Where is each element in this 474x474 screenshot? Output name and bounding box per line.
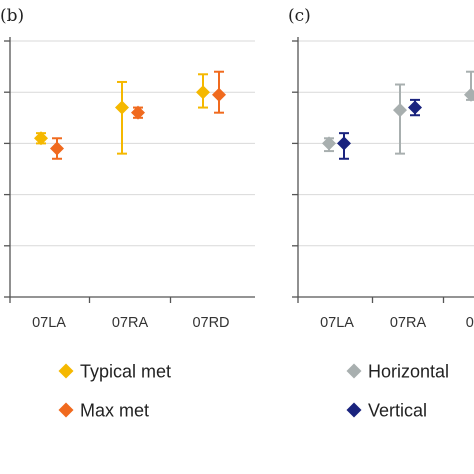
- panel-b-gridlines: [10, 40, 255, 247]
- legend-label: Vertical: [368, 401, 427, 421]
- panel-b-legend: Typical met Max met: [58, 362, 171, 421]
- panel-b-label: (b): [0, 6, 24, 26]
- chart-panel-c: (c) 07LA 07RA 07R Horizontal Vertical: [288, 6, 474, 421]
- legend-marker: [346, 363, 362, 379]
- panel-b-x-tick-labels: 07LA 07RA 07RD: [32, 315, 229, 331]
- legend-marker: [346, 402, 362, 418]
- panel-c-label: (c): [288, 6, 311, 26]
- data-point: [212, 87, 226, 102]
- data-point: [322, 136, 336, 151]
- x-tick-label: 07RA: [390, 315, 427, 331]
- panel-b-marks: [34, 70, 226, 160]
- panel-c-axes: [292, 37, 474, 303]
- error-bar: [117, 80, 127, 155]
- legend-marker: [58, 402, 74, 418]
- x-tick-label: 07R: [466, 315, 474, 331]
- legend-label: Typical met: [80, 362, 171, 382]
- panel-c-legend: Horizontal Vertical: [346, 362, 449, 421]
- x-tick-label: 07RD: [192, 315, 229, 331]
- data-point: [115, 100, 129, 115]
- panel-b-axes: [4, 37, 255, 303]
- data-point: [464, 87, 474, 102]
- panel-c-x-tick-labels: 07LA 07RA 07R: [320, 315, 474, 331]
- chart-panel-b: (b) 07LA 07RA 07RD Typical met Max met: [0, 6, 255, 421]
- legend-label: Horizontal: [368, 362, 449, 382]
- data-point: [131, 105, 145, 120]
- panel-c-marks: [322, 70, 474, 160]
- x-tick-label: 07LA: [32, 315, 66, 331]
- data-point: [50, 141, 64, 156]
- data-point: [393, 103, 407, 118]
- legend-label: Max met: [80, 401, 149, 421]
- x-tick-label: 07LA: [320, 315, 354, 331]
- x-tick-label: 07RA: [112, 315, 149, 331]
- data-point: [408, 100, 422, 115]
- data-point: [196, 85, 210, 100]
- legend-marker: [58, 363, 74, 379]
- data-point: [337, 136, 351, 151]
- error-bar: [395, 83, 405, 155]
- data-point: [34, 131, 48, 146]
